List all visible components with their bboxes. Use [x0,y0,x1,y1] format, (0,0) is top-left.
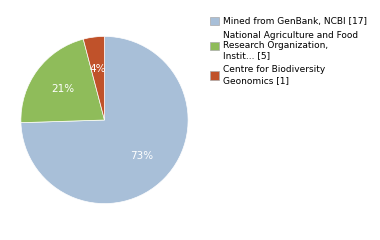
Text: 4%: 4% [90,64,106,74]
Wedge shape [21,36,188,204]
Wedge shape [21,39,104,123]
Text: 73%: 73% [130,151,153,161]
Legend: Mined from GenBank, NCBI [17], National Agriculture and Food
Research Organizati: Mined from GenBank, NCBI [17], National … [210,17,367,85]
Wedge shape [83,36,104,120]
Text: 21%: 21% [51,84,74,94]
